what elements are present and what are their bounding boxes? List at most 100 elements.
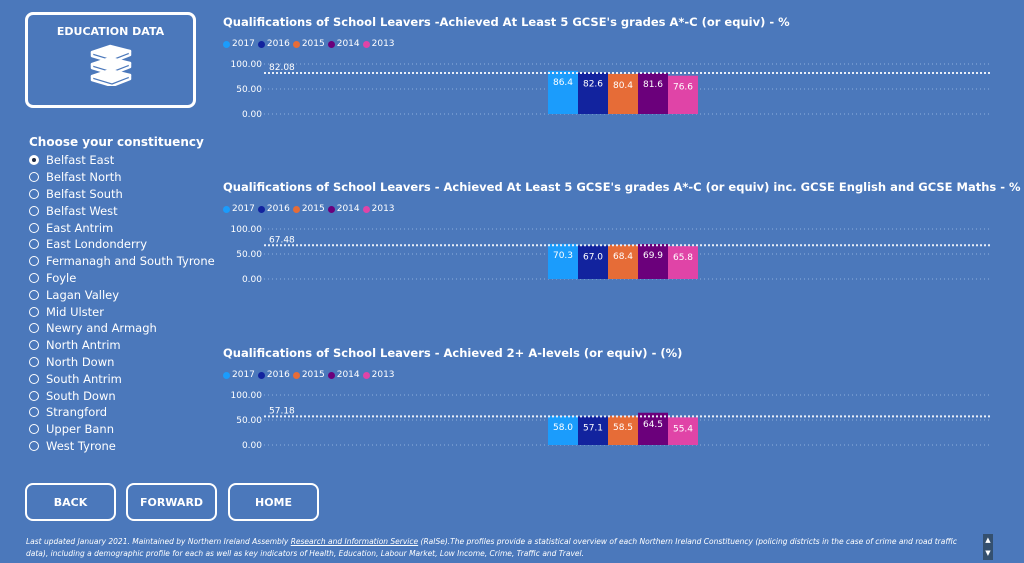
books-icon	[28, 44, 193, 90]
radio-button-icon[interactable]	[29, 440, 39, 451]
radio-button-icon[interactable]	[29, 256, 39, 267]
radio-button-icon[interactable]	[29, 155, 39, 166]
constituency-option[interactable]: Newry and Armagh	[29, 320, 215, 337]
constituency-label: Belfast South	[46, 186, 123, 201]
raise-link[interactable]: Research and Information Service	[290, 537, 419, 546]
constituency-label: Lagan Valley	[46, 287, 120, 302]
slicer-title: Choose your constituency	[29, 135, 204, 149]
bar-2017	[548, 243, 578, 279]
reference-line-label: 82.08	[269, 63, 295, 73]
constituency-option[interactable]: Belfast North	[29, 169, 215, 186]
constituency-option[interactable]: East Antrim	[29, 219, 215, 236]
y-tick-label: 50.00	[236, 85, 262, 95]
bar-data-label: 55.4	[673, 424, 693, 434]
radio-button-icon[interactable]	[29, 289, 39, 300]
legend-label: 2013	[371, 370, 395, 380]
constituency-option[interactable]: Belfast East	[29, 152, 215, 169]
radio-button-icon[interactable]	[29, 205, 39, 216]
legend-item[interactable]: 2016	[257, 370, 290, 380]
constituency-option[interactable]: Strangford	[29, 404, 215, 421]
constituency-option[interactable]: Mid Ulster	[29, 303, 215, 320]
radio-button-icon[interactable]	[29, 239, 39, 250]
constituency-option[interactable]: North Antrim	[29, 337, 215, 354]
constituency-option[interactable]: South Antrim	[29, 370, 215, 387]
legend-dot-icon	[292, 40, 300, 48]
legend-item[interactable]: 2017	[223, 39, 255, 49]
radio-button-icon[interactable]	[29, 222, 39, 233]
constituency-option[interactable]: North Down	[29, 354, 215, 371]
constituency-option[interactable]: South Down	[29, 387, 215, 404]
radio-button-icon[interactable]	[29, 172, 39, 183]
legend-dot-icon	[257, 205, 265, 213]
bar-2013	[668, 246, 698, 279]
y-tick-label: 50.00	[236, 416, 262, 426]
radio-button-icon[interactable]	[29, 272, 39, 283]
legend-dot-icon	[327, 371, 335, 379]
constituency-label: East Londonderry	[46, 237, 148, 252]
constituency-option[interactable]: Belfast South	[29, 186, 215, 203]
constituency-option[interactable]: West Tyrone	[29, 438, 215, 455]
legend-label: 2017	[232, 39, 255, 49]
legend-item[interactable]: 2014	[327, 204, 360, 214]
radio-button-icon[interactable]	[29, 340, 39, 351]
radio-button-icon[interactable]	[29, 424, 39, 435]
legend-item[interactable]: 2013	[362, 39, 395, 49]
legend-item[interactable]: 2016	[257, 204, 290, 214]
bar-data-label: 81.6	[643, 80, 663, 90]
constituency-option[interactable]: Upper Bann	[29, 421, 215, 438]
bar-data-label: 57.1	[583, 423, 603, 433]
radio-button-icon[interactable]	[29, 188, 39, 199]
scroll-down-icon[interactable]: ▼	[985, 549, 991, 557]
chart-legend: 2017 2016 2015 2014 2013	[223, 39, 398, 49]
radio-button-icon[interactable]	[29, 373, 39, 384]
bar-2017	[548, 70, 578, 114]
legend-item[interactable]: 2013	[362, 204, 395, 214]
legend-item[interactable]: 2013	[362, 370, 395, 380]
legend-item[interactable]: 2017	[223, 204, 255, 214]
legend-item[interactable]: 2015	[292, 204, 325, 214]
constituency-label: Upper Bann	[46, 422, 114, 437]
legend-label: 2014	[336, 39, 360, 49]
constituency-option[interactable]: Fermanagh and South Tyrone	[29, 253, 215, 270]
radio-button-icon[interactable]	[29, 306, 39, 317]
bar-2013	[668, 417, 698, 445]
legend-item[interactable]: 2016	[257, 39, 290, 49]
chart-legend: 2017 2016 2015 2014 2013	[223, 370, 398, 380]
radio-button-icon[interactable]	[29, 323, 39, 334]
legend-item[interactable]: 2015	[292, 370, 325, 380]
bar-data-label: 68.4	[613, 252, 633, 262]
bar-2016	[578, 416, 608, 445]
radio-button-icon[interactable]	[29, 390, 39, 401]
legend-dot-icon	[362, 40, 370, 48]
constituency-option[interactable]: Lagan Valley	[29, 286, 215, 303]
footer-text-after: (RaISe).The profiles provide a statistic…	[26, 537, 957, 558]
y-tick-label: 100.00	[231, 391, 263, 401]
chart-title: Qualifications of School Leavers -Achiev…	[223, 15, 790, 29]
legend-label: 2016	[266, 370, 290, 380]
back-button[interactable]: BACK	[25, 483, 116, 521]
legend-item[interactable]: 2014	[327, 39, 360, 49]
chart-legend: 2017 2016 2015 2014 2013	[223, 204, 398, 214]
education-data-tile: EDUCATION DATA	[25, 12, 196, 108]
legend-item[interactable]: 2015	[292, 39, 325, 49]
bar-data-label: 76.6	[673, 83, 693, 93]
constituency-option[interactable]: Foyle	[29, 270, 215, 287]
constituency-option[interactable]: East Londonderry	[29, 236, 215, 253]
legend-dot-icon	[327, 40, 335, 48]
tile-title: EDUCATION DATA	[56, 25, 165, 38]
forward-button[interactable]: FORWARD	[126, 483, 217, 521]
footer-note: Last updated January 2021. Maintained by…	[26, 536, 976, 560]
bar-data-label: 65.8	[673, 253, 693, 263]
constituency-option[interactable]: Belfast West	[29, 202, 215, 219]
footer-scrollbar[interactable]: ▲ ▼	[983, 534, 993, 560]
radio-button-icon[interactable]	[29, 407, 39, 418]
constituency-list: Belfast East Belfast North Belfast South Be…	[29, 152, 215, 454]
scroll-up-icon[interactable]: ▲	[985, 536, 991, 544]
legend-label: 2015	[301, 204, 325, 214]
chart-plot: 100.00 50.00 0.00 58.0 57.1 58.5 64.5 55.4 57.18	[231, 391, 990, 451]
radio-button-icon[interactable]	[29, 356, 39, 367]
legend-item[interactable]: 2014	[327, 370, 360, 380]
bar-data-label: 82.6	[583, 80, 603, 90]
legend-item[interactable]: 2017	[223, 370, 255, 380]
home-button[interactable]: HOME	[228, 483, 319, 521]
